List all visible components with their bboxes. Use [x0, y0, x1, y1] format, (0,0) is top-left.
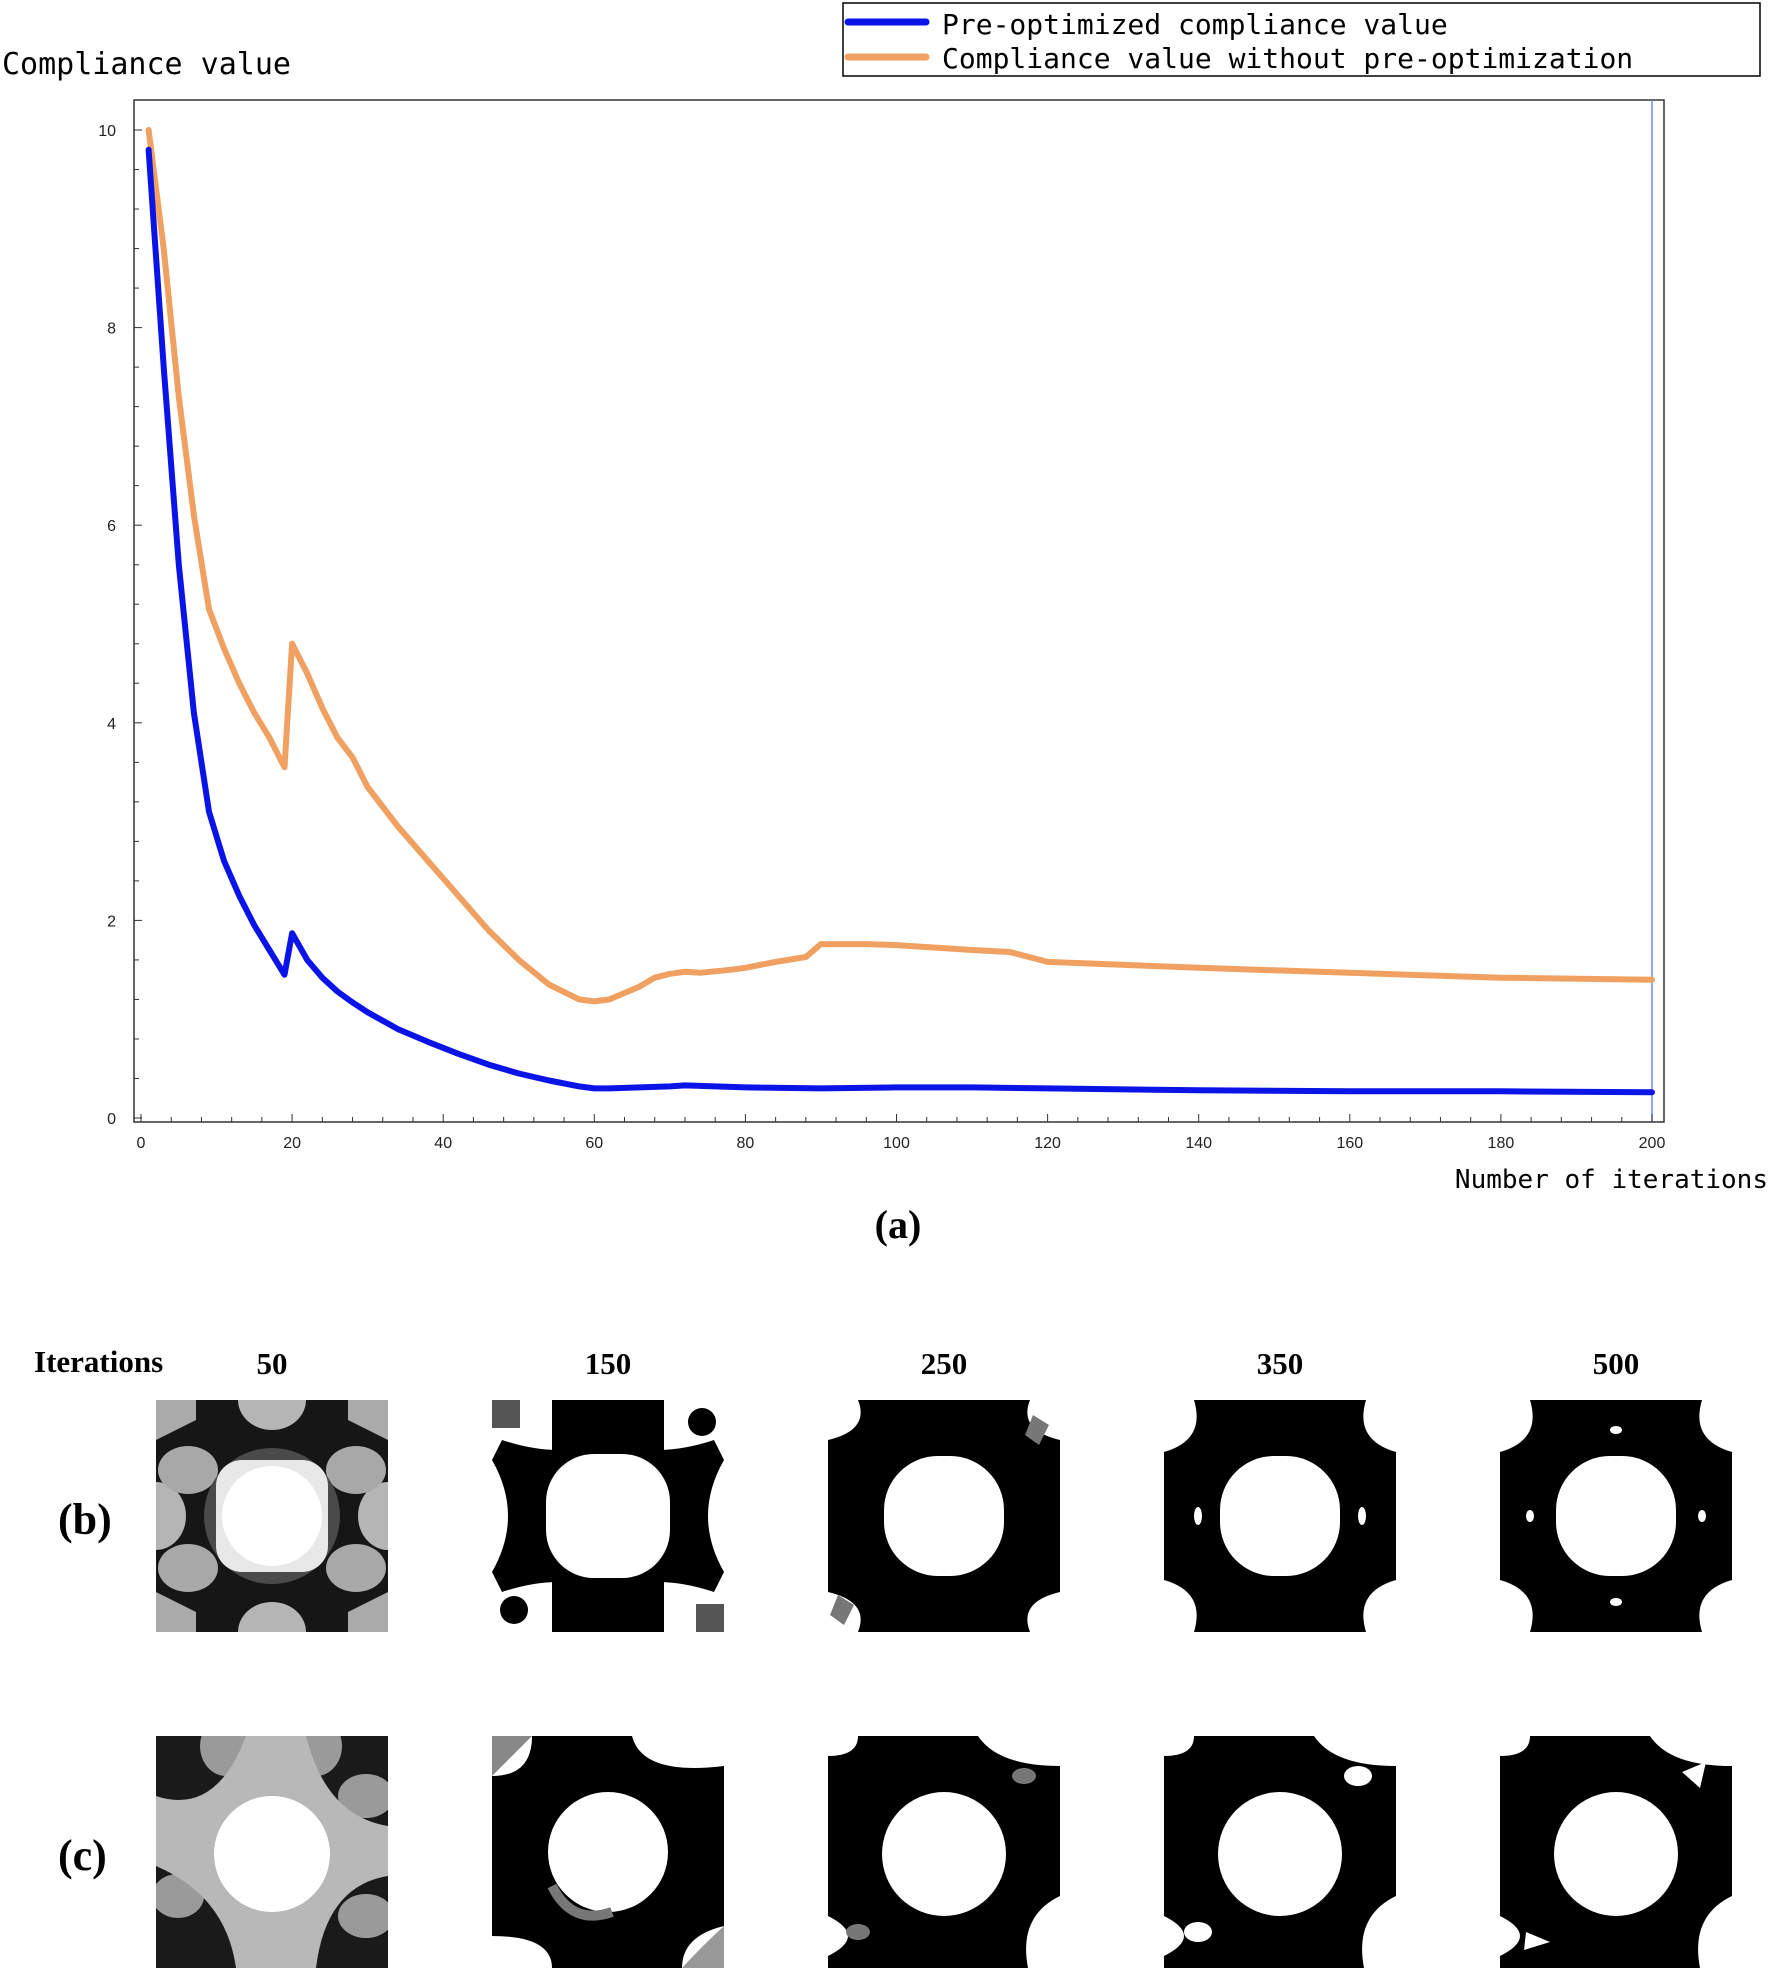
topology-b-iter-50: [156, 1400, 388, 1632]
x-tick-label-20: 20: [283, 1135, 301, 1152]
y-tick-labels: 0 2 4 6 8 10: [98, 123, 116, 1128]
y-tick-label-2: 2: [107, 913, 116, 930]
x-tick-label-60: 60: [585, 1135, 603, 1152]
x-axis-label: Number of iterations: [1455, 1165, 1768, 1195]
x-tick-label-120: 120: [1034, 1135, 1061, 1152]
y-axis-label: Compliance value: [2, 47, 291, 82]
panel-label-c: (c): [58, 1831, 107, 1880]
x-tick-label-40: 40: [434, 1135, 452, 1152]
x-tick-label-160: 160: [1336, 1135, 1363, 1152]
x-tick-label-180: 180: [1488, 1135, 1515, 1152]
panel-label-a: (a): [875, 1202, 922, 1247]
y-tick-label-6: 6: [107, 518, 116, 535]
x-tick-label-200: 200: [1639, 1135, 1666, 1152]
topology-b-iter-250: [828, 1400, 1060, 1632]
panel-label-b: (b): [58, 1495, 112, 1544]
legend-box: [842, 2, 1761, 77]
x-tick-labels: 0 20 40 60 80 100 120 140 160 180 200: [137, 1135, 1666, 1152]
x-minor-ticks: [140, 1114, 1653, 1122]
series-line-1: [145, 127, 1655, 1005]
x-tick-label-80: 80: [737, 1135, 755, 1152]
plot-frame: [133, 99, 1665, 1123]
column-header-1: 150: [584, 1346, 632, 1381]
topology-c-iter-150: [492, 1736, 724, 1968]
y-minor-ticks: [134, 129, 142, 1119]
column-header-3: 350: [1256, 1346, 1304, 1381]
legend-entry-without-pre-optimization: Compliance value without pre-optimizatio…: [942, 42, 1633, 75]
y-tick-label-4: 4: [107, 716, 116, 733]
topology-c-iter-500: [1500, 1736, 1732, 1968]
topology-c-iter-350: [1164, 1736, 1396, 1968]
y-tick-label-0: 0: [107, 1111, 116, 1128]
series-line-0: [145, 146, 1655, 1096]
y-tick-label-8: 8: [107, 321, 116, 338]
topology-c-iter-250: [828, 1736, 1060, 1968]
x-tick-label-140: 140: [1185, 1135, 1212, 1152]
topology-b-iter-500: [1500, 1400, 1732, 1632]
legend-entry-pre-optimized: Pre-optimized compliance value: [942, 8, 1448, 41]
topology-b-iter-150: [492, 1400, 724, 1632]
topology-b-iter-350: [1164, 1400, 1396, 1632]
topology-c-iter-50: [156, 1736, 388, 1968]
x-tick-label-0: 0: [137, 1135, 146, 1152]
iterations-label: Iterations: [34, 1344, 164, 1379]
column-header-2: 250: [920, 1346, 968, 1381]
legend: Pre-optimized compliance value Complianc…: [842, 2, 1761, 77]
x-tick-label-100: 100: [883, 1135, 910, 1152]
series-lines: [145, 127, 1655, 1096]
column-header-0: 50: [256, 1346, 288, 1381]
y-tick-label-10: 10: [98, 123, 116, 140]
column-header-4: 500: [1592, 1346, 1640, 1381]
